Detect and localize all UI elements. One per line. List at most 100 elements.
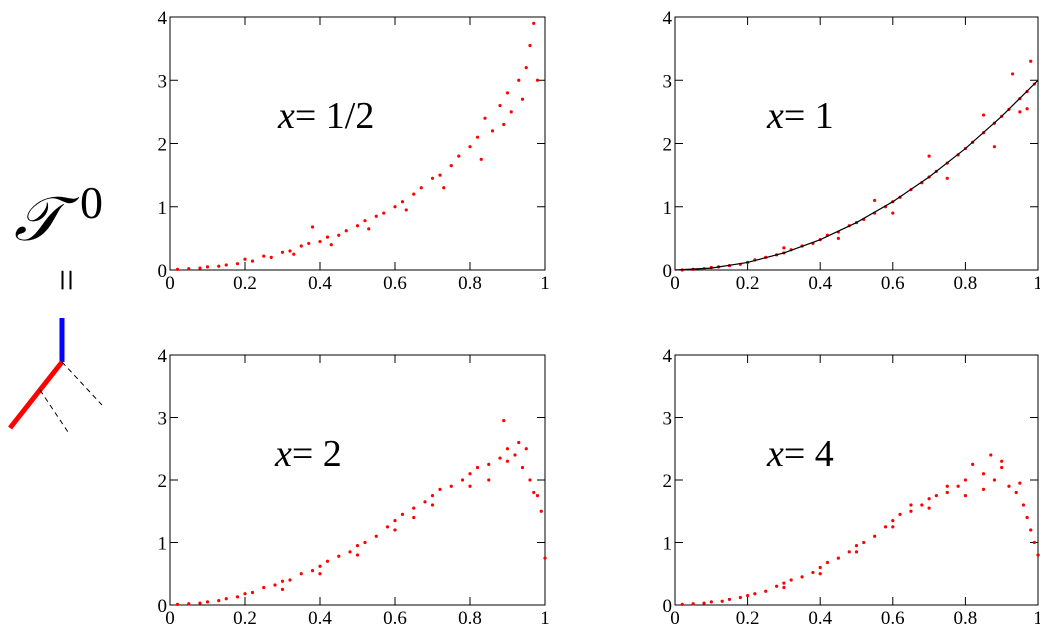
y-tick-label: 0 [663, 596, 673, 617]
point [205, 600, 210, 604]
x-tick-label: 0.4 [808, 608, 832, 629]
annotation-variable: x [274, 433, 292, 475]
point [337, 233, 341, 237]
point [288, 249, 292, 253]
point [355, 553, 360, 557]
x-tick-label: 0.2 [736, 608, 760, 629]
point [532, 490, 536, 495]
y-tick-label: 1 [663, 198, 673, 219]
point [782, 581, 786, 585]
point [262, 585, 266, 590]
point [963, 494, 968, 498]
point [187, 602, 191, 606]
y-tick-label: 2 [158, 135, 168, 156]
fit-curve [674, 79, 1039, 271]
point [280, 579, 285, 583]
point [329, 243, 333, 247]
point [1025, 107, 1029, 111]
point [963, 478, 968, 482]
y-tick-label: 1 [158, 534, 168, 555]
x-tick-label: 0.2 [736, 273, 760, 294]
x-tick-label: 0.8 [954, 608, 978, 629]
y-tick-label: 2 [663, 135, 673, 156]
point [883, 525, 888, 529]
point [457, 154, 461, 158]
point [449, 484, 453, 488]
point [873, 534, 877, 538]
x-tick-label: 0.6 [383, 608, 407, 629]
point [1010, 72, 1015, 76]
point [909, 509, 913, 513]
x-tick-label: 1 [1033, 273, 1040, 294]
point [419, 186, 423, 190]
x-tick-label: 0 [670, 273, 680, 294]
point [355, 544, 360, 548]
point [720, 599, 724, 603]
x-tick-label: 0.4 [308, 273, 332, 294]
point [520, 97, 525, 101]
point [175, 267, 180, 271]
point [487, 462, 491, 466]
point [393, 519, 397, 523]
point [873, 198, 877, 203]
point [217, 599, 221, 603]
point [412, 506, 416, 510]
point [764, 589, 768, 593]
panel-annotation: x= 2 [274, 433, 342, 475]
point [374, 214, 378, 218]
annotation-value: = 1 [784, 95, 834, 137]
x-tick-label: 0.4 [308, 608, 332, 629]
annotation-value: = 4 [784, 433, 834, 475]
point [691, 602, 695, 606]
y-tick-label: 0 [158, 261, 168, 282]
point [187, 267, 191, 271]
x-tick-label: 0 [670, 608, 680, 629]
point [753, 592, 757, 596]
point [198, 601, 202, 605]
point [891, 519, 895, 523]
x-tick-label: 0.2 [233, 273, 257, 294]
point [363, 219, 367, 223]
point [782, 246, 786, 250]
point [430, 503, 435, 507]
point [927, 506, 931, 510]
point [535, 78, 540, 82]
point [217, 264, 221, 268]
point [891, 211, 895, 215]
operator-symbol: 𝒯 [14, 186, 80, 254]
y-tick-label: 4 [158, 346, 168, 367]
point [449, 164, 453, 168]
point [517, 78, 521, 82]
y-tick-label: 2 [663, 471, 673, 492]
y-tick-label: 3 [158, 71, 168, 92]
point [532, 21, 536, 25]
point [524, 447, 528, 451]
point [528, 478, 532, 482]
point [393, 528, 397, 532]
y-tick-label: 0 [663, 261, 673, 282]
point [1007, 484, 1011, 488]
point [318, 239, 322, 244]
point [811, 570, 815, 575]
point [1014, 490, 1018, 495]
point [487, 478, 491, 482]
point [299, 244, 303, 248]
x-tick-label: 0.8 [954, 273, 978, 294]
point [442, 186, 446, 190]
point [363, 540, 367, 545]
point [509, 110, 513, 114]
point [310, 225, 315, 229]
point [971, 462, 975, 466]
point [992, 478, 997, 482]
point [438, 173, 442, 177]
dashed-leg [39, 389, 69, 433]
point [505, 459, 510, 463]
point [475, 135, 480, 139]
operator-superscript: 0 [80, 177, 103, 228]
point [945, 484, 949, 488]
y-tick-label: 4 [158, 8, 168, 29]
point [862, 540, 866, 545]
point [818, 572, 822, 576]
point [318, 572, 322, 576]
